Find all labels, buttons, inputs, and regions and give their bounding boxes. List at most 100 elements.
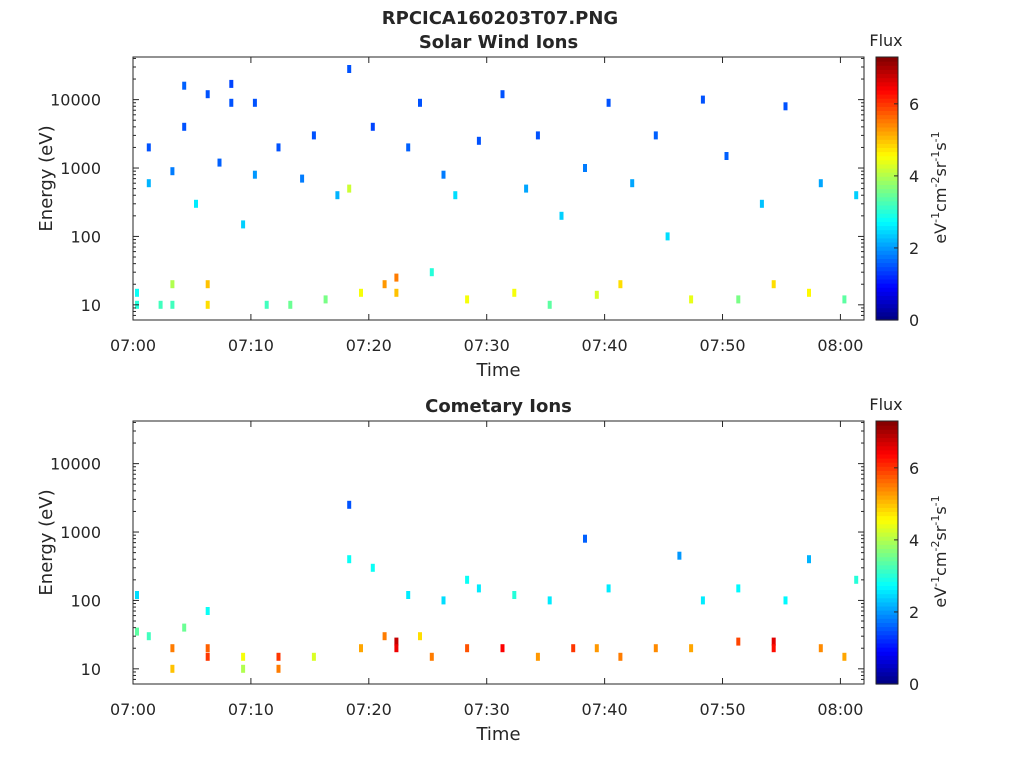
colorbar-step	[876, 184, 898, 190]
y-tick-label: 100	[70, 227, 101, 246]
colorbar-label: eV-1cm-2sr-1s-1	[929, 131, 950, 243]
colorbar-step	[876, 69, 898, 75]
colorbar-tick-label: 0	[909, 311, 919, 330]
heatmap-cell	[194, 199, 198, 208]
x-tick-label: 07:20	[346, 700, 392, 719]
colorbar-step	[876, 270, 898, 276]
colorbar-step	[876, 250, 898, 255]
colorbar-step	[876, 659, 898, 665]
colorbar-step	[876, 303, 898, 309]
colorbar-step	[876, 237, 898, 243]
heatmap-cell	[311, 131, 316, 140]
colorbar-step	[876, 548, 898, 554]
colorbar-step	[876, 499, 898, 504]
colorbar-step	[876, 315, 898, 321]
heatmap-cell	[288, 300, 293, 309]
panel-title: Solar Wind Ions	[419, 32, 578, 53]
panels: Solar Wind Ions 07:00 07:10 07:20 07:30 07:40…	[36, 31, 950, 745]
colorbar-step	[876, 57, 898, 62]
heatmap-cell	[500, 90, 505, 99]
colorbar-step	[876, 246, 898, 251]
colorbar-step	[876, 196, 898, 202]
colorbar-step	[876, 589, 898, 595]
x-tick-label: 07:00	[110, 700, 156, 719]
heatmap-cell	[689, 295, 694, 304]
heatmap-cell	[135, 627, 139, 636]
colorbar-step	[876, 85, 898, 91]
colorbar-step	[876, 605, 898, 611]
colorbar-step	[876, 515, 898, 521]
colorbar-step	[876, 490, 898, 496]
heatmap-cell	[500, 644, 505, 653]
colorbar-step	[876, 667, 898, 673]
colorbar-label-exponent: -2	[929, 177, 942, 188]
heatmap-cell	[441, 170, 446, 179]
colorbar-step	[876, 188, 898, 194]
heatmap-cell	[170, 664, 175, 673]
colorbar-frame	[875, 56, 899, 321]
heatmap-cell	[359, 644, 363, 653]
plot-frame	[132, 420, 865, 685]
colorbar-step	[876, 564, 898, 570]
heatmap-cell	[783, 596, 788, 605]
colorbar-step	[876, 647, 898, 652]
heatmap-cell	[583, 534, 587, 543]
heatmap-cell	[653, 644, 658, 653]
x-axis-label: Time	[475, 724, 520, 745]
heatmap-cell	[323, 295, 328, 304]
colorbar-step	[876, 429, 898, 434]
heatmap-cell	[252, 170, 257, 179]
colorbar-step	[876, 523, 898, 529]
heatmap-cell	[818, 644, 823, 653]
colorbar-step	[876, 180, 898, 185]
heatmap-cell	[700, 95, 705, 104]
colorbar-step	[876, 299, 898, 305]
colorbar-step	[876, 671, 898, 677]
colorbar-label-exponent: -2	[929, 541, 942, 552]
y-tick-label: 10000	[50, 455, 101, 474]
colorbar-label-unit: eV	[931, 223, 950, 244]
colorbar-step	[876, 601, 898, 607]
colorbar-tick-label: 6	[909, 459, 919, 478]
heatmap-cell	[276, 143, 281, 152]
colorbar-step	[876, 114, 898, 120]
y-axis-label: Energy (eV)	[36, 489, 57, 595]
y-axis-label: Energy (eV)	[36, 125, 57, 231]
heatmap-cell	[370, 122, 375, 131]
colorbar-step	[876, 441, 898, 447]
colorbar-step	[876, 675, 898, 681]
heatmap-cell	[241, 664, 246, 673]
colorbar-step	[876, 634, 898, 640]
colorbar-step	[876, 229, 898, 235]
colorbar-step	[876, 449, 898, 455]
colorbar-step	[876, 474, 898, 480]
heatmap-cell	[665, 232, 670, 241]
heatmap-cell	[429, 652, 434, 661]
heatmap-cell	[465, 575, 470, 584]
heatmap-cell	[618, 280, 623, 289]
heatmap-cell	[736, 295, 741, 304]
y-tick-label: 1000	[60, 523, 101, 542]
heatmap-cell	[170, 644, 175, 653]
colorbar-frame	[875, 420, 899, 685]
heatmap-cell	[618, 652, 623, 661]
figure-title: RPCICA160203T07.PNG	[382, 8, 618, 29]
colorbar-step	[876, 618, 898, 623]
colorbar-step	[876, 470, 898, 476]
heatmap-cell	[382, 632, 387, 641]
colorbar-step	[876, 225, 898, 231]
y-tick-label: 10	[81, 296, 101, 315]
heatmap-cell	[441, 596, 446, 605]
colorbar-step	[876, 630, 898, 636]
colorbar-step	[876, 139, 898, 144]
colorbar-label-exponent: -1	[929, 515, 942, 526]
colorbar-step	[876, 531, 898, 537]
heatmap-cell	[547, 596, 552, 605]
colorbar-step	[876, 307, 898, 313]
colorbar-step	[876, 486, 898, 492]
heatmap-cell	[854, 191, 859, 200]
colorbar-tick-label: 4	[909, 167, 919, 186]
colorbar-step	[876, 638, 898, 644]
heatmap-cell	[418, 98, 422, 107]
colorbar-title: Flux	[869, 395, 902, 414]
